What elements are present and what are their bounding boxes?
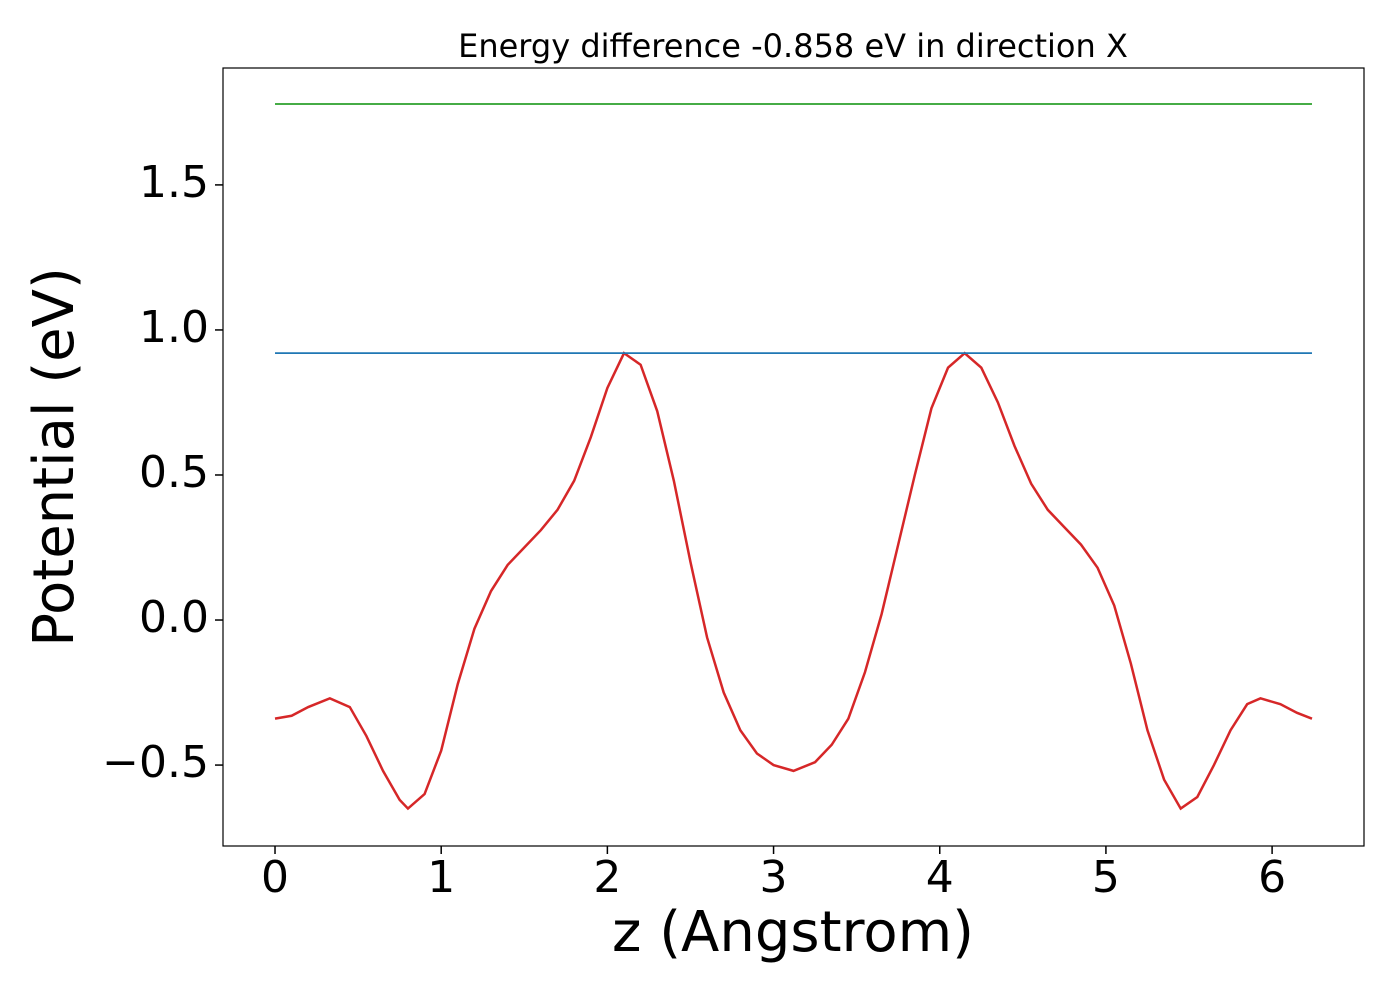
- y-tick-label: −0.5: [102, 737, 209, 788]
- x-tick-label: 6: [1258, 852, 1286, 903]
- x-axis-label: z (Angstrom): [612, 900, 974, 965]
- y-axis-label: Potential (eV): [22, 267, 87, 647]
- series-line: [274, 351, 1313, 811]
- chart-title: Energy difference -0.858 eV in direction…: [458, 27, 1128, 65]
- y-tick-label: 1.0: [139, 302, 209, 353]
- x-tick-label: 5: [1092, 852, 1120, 903]
- x-tick-label: 3: [760, 852, 788, 903]
- x-tick-label: 4: [926, 852, 954, 903]
- x-tick-label: 2: [593, 852, 621, 903]
- y-tick-label: 0.5: [139, 447, 209, 498]
- y-tick-label: 1.5: [139, 157, 209, 208]
- plot-frame: [222, 67, 1365, 847]
- y-tick-label: 0.0: [139, 592, 209, 643]
- x-tick-label: 0: [261, 852, 289, 903]
- x-tick-label: 1: [427, 852, 455, 903]
